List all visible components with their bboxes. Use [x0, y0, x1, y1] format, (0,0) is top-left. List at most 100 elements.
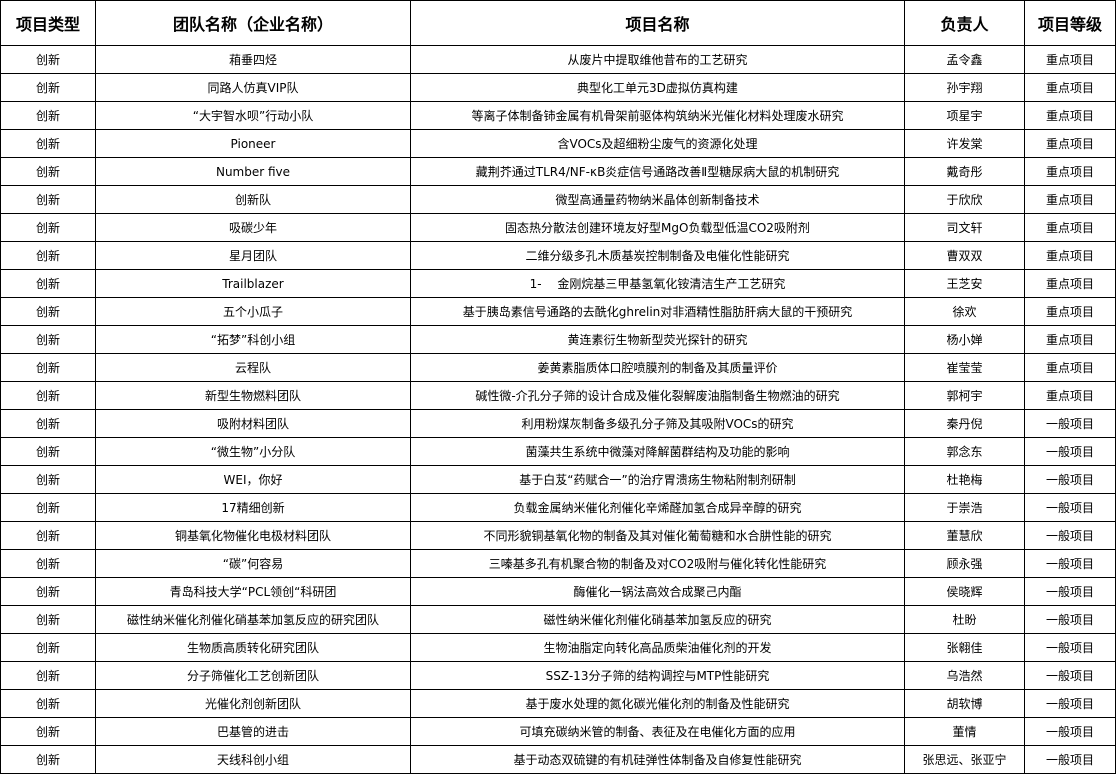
cell-project-name[interactable]: 利用粉煤灰制备多级孔分子筛及其吸附VOCs的研究 — [410, 409, 905, 438]
cell-project-level[interactable]: 重点项目 — [1024, 381, 1116, 410]
cell-project-level[interactable]: 重点项目 — [1024, 185, 1116, 214]
cell-leader[interactable]: 侯晓辉 — [904, 577, 1025, 606]
cell-leader[interactable]: 于崇浩 — [904, 493, 1025, 522]
cell-project-name[interactable]: 菌藻共生系统中微藻对降解菌群结构及功能的影响 — [410, 437, 905, 466]
cell-project-type[interactable]: 创新 — [0, 101, 96, 130]
cell-project-level[interactable]: 一般项目 — [1024, 465, 1116, 494]
cell-team-name[interactable]: 创新队 — [95, 185, 411, 214]
cell-team-name[interactable]: “微生物”小分队 — [95, 437, 411, 466]
cell-project-level[interactable]: 重点项目 — [1024, 269, 1116, 298]
cell-project-type[interactable]: 创新 — [0, 409, 96, 438]
cell-leader[interactable]: 许发棠 — [904, 129, 1025, 158]
cell-project-type[interactable]: 创新 — [0, 129, 96, 158]
cell-project-name[interactable]: 姜黄素脂质体口腔喷膜剂的制备及其质量评价 — [410, 353, 905, 382]
cell-project-type[interactable]: 创新 — [0, 73, 96, 102]
cell-leader[interactable]: 杜盼 — [904, 605, 1025, 634]
cell-team-name[interactable]: 云程队 — [95, 353, 411, 382]
cell-team-name[interactable]: 巴基管的进击 — [95, 717, 411, 746]
cell-leader[interactable]: 孙宇翔 — [904, 73, 1025, 102]
cell-project-level[interactable]: 一般项目 — [1024, 689, 1116, 718]
cell-project-name[interactable]: 酶催化一锅法高效合成聚己内酯 — [410, 577, 905, 606]
cell-team-name[interactable]: 分子筛催化工艺创新团队 — [95, 661, 411, 690]
cell-project-type[interactable]: 创新 — [0, 297, 96, 326]
cell-project-type[interactable]: 创新 — [0, 213, 96, 242]
cell-project-type[interactable]: 创新 — [0, 577, 96, 606]
cell-leader[interactable]: 曹双双 — [904, 241, 1025, 270]
cell-project-name[interactable]: SSZ-13分子筛的结构调控与MTP性能研究 — [410, 661, 905, 690]
cell-team-name[interactable]: Number five — [95, 157, 411, 186]
cell-project-type[interactable]: 创新 — [0, 325, 96, 354]
cell-team-name[interactable]: 五个小瓜子 — [95, 297, 411, 326]
cell-team-name[interactable]: 磁性纳米催化剂催化硝基苯加氢反应的研究团队 — [95, 605, 411, 634]
cell-leader[interactable]: 王芝安 — [904, 269, 1025, 298]
cell-leader[interactable]: 郭柯宇 — [904, 381, 1025, 410]
cell-team-name[interactable]: “碳”何容易 — [95, 549, 411, 578]
cell-project-name[interactable]: 磁性纳米催化剂催化硝基苯加氢反应的研究 — [410, 605, 905, 634]
cell-project-name[interactable]: 典型化工单元3D虚拟仿真构建 — [410, 73, 905, 102]
cell-project-name[interactable]: 1- 金刚烷基三甲基氢氧化铵清洁生产工艺研究 — [410, 269, 905, 298]
cell-project-name[interactable]: 藏荆芥通过TLR4/NF-κB炎症信号通路改善Ⅱ型糖尿病大鼠的机制研究 — [410, 157, 905, 186]
cell-leader[interactable]: 张翱佳 — [904, 633, 1025, 662]
cell-leader[interactable]: 胡软博 — [904, 689, 1025, 718]
cell-project-name[interactable]: 生物油脂定向转化高品质柴油催化剂的开发 — [410, 633, 905, 662]
cell-leader[interactable]: 杨小婵 — [904, 325, 1025, 354]
cell-project-level[interactable]: 一般项目 — [1024, 661, 1116, 690]
cell-team-name[interactable]: Trailblazer — [95, 269, 411, 298]
cell-project-type[interactable]: 创新 — [0, 717, 96, 746]
cell-project-name[interactable]: 负载金属纳米催化剂催化辛烯醛加氢合成异辛醇的研究 — [410, 493, 905, 522]
cell-project-level[interactable]: 重点项目 — [1024, 297, 1116, 326]
cell-leader[interactable]: 乌浩然 — [904, 661, 1025, 690]
cell-project-level[interactable]: 一般项目 — [1024, 605, 1116, 634]
cell-project-type[interactable]: 创新 — [0, 549, 96, 578]
cell-leader[interactable]: 崔莹莹 — [904, 353, 1025, 382]
cell-project-name[interactable]: 等离子体制备铈金属有机骨架前驱体构筑纳米光催化材料处理废水研究 — [410, 101, 905, 130]
cell-project-name[interactable]: 三嗪基多孔有机聚合物的制备及对CO2吸附与催化转化性能研究 — [410, 549, 905, 578]
cell-team-name[interactable]: 青岛科技大学“PCL领创“科研团 — [95, 577, 411, 606]
cell-team-name[interactable]: 天线科创小组 — [95, 745, 411, 774]
cell-team-name[interactable]: 铜基氧化物催化电极材料团队 — [95, 521, 411, 550]
cell-project-name[interactable]: 含VOCs及超细粉尘废气的资源化处理 — [410, 129, 905, 158]
cell-leader[interactable]: 杜艳梅 — [904, 465, 1025, 494]
cell-leader[interactable]: 顾永强 — [904, 549, 1025, 578]
cell-project-type[interactable]: 创新 — [0, 745, 96, 774]
cell-project-type[interactable]: 创新 — [0, 661, 96, 690]
cell-project-level[interactable]: 重点项目 — [1024, 73, 1116, 102]
cell-team-name[interactable]: 星月团队 — [95, 241, 411, 270]
cell-project-level[interactable]: 重点项目 — [1024, 157, 1116, 186]
cell-project-level[interactable]: 重点项目 — [1024, 45, 1116, 74]
cell-leader[interactable]: 董慧欣 — [904, 521, 1025, 550]
cell-project-level[interactable]: 重点项目 — [1024, 241, 1116, 270]
cell-project-type[interactable]: 创新 — [0, 605, 96, 634]
cell-leader[interactable]: 戴奇彤 — [904, 157, 1025, 186]
cell-project-level[interactable]: 一般项目 — [1024, 745, 1116, 774]
cell-project-name[interactable]: 基于动态双硫键的有机硅弹性体制备及自修复性能研究 — [410, 745, 905, 774]
cell-leader[interactable]: 郭念东 — [904, 437, 1025, 466]
cell-team-name[interactable]: Pioneer — [95, 129, 411, 158]
cell-project-name[interactable]: 碱性微-介孔分子筛的设计合成及催化裂解废油脂制备生物燃油的研究 — [410, 381, 905, 410]
cell-leader[interactable]: 于欣欣 — [904, 185, 1025, 214]
cell-project-type[interactable]: 创新 — [0, 689, 96, 718]
cell-project-level[interactable]: 一般项目 — [1024, 437, 1116, 466]
cell-project-level[interactable]: 重点项目 — [1024, 325, 1116, 354]
cell-project-name[interactable]: 黄连素衍生物新型荧光探针的研究 — [410, 325, 905, 354]
cell-leader[interactable]: 司文轩 — [904, 213, 1025, 242]
cell-team-name[interactable]: 葙垂四烃 — [95, 45, 411, 74]
cell-project-level[interactable]: 一般项目 — [1024, 577, 1116, 606]
cell-project-type[interactable]: 创新 — [0, 45, 96, 74]
cell-project-level[interactable]: 一般项目 — [1024, 717, 1116, 746]
cell-project-level[interactable]: 重点项目 — [1024, 101, 1116, 130]
cell-project-name[interactable]: 二维分级多孔木质基炭控制制备及电催化性能研究 — [410, 241, 905, 270]
cell-project-name[interactable]: 基于废水处理的氮化碳光催化剂的制备及性能研究 — [410, 689, 905, 718]
cell-leader[interactable]: 董情 — [904, 717, 1025, 746]
cell-team-name[interactable]: 新型生物燃料团队 — [95, 381, 411, 410]
cell-project-name[interactable]: 固态热分散法创建环境友好型MgO负载型低温CO2吸附剂 — [410, 213, 905, 242]
cell-project-name[interactable]: 基于白芨“药赋合一”的治疗胃溃疡生物粘附制剂研制 — [410, 465, 905, 494]
cell-project-name[interactable]: 微型高通量药物纳米晶体创新制备技术 — [410, 185, 905, 214]
cell-team-name[interactable]: 光催化剂创新团队 — [95, 689, 411, 718]
cell-team-name[interactable]: WEI，你好 — [95, 465, 411, 494]
cell-team-name[interactable]: 吸附材料团队 — [95, 409, 411, 438]
cell-project-level[interactable]: 一般项目 — [1024, 493, 1116, 522]
cell-project-level[interactable]: 一般项目 — [1024, 633, 1116, 662]
cell-leader[interactable]: 孟令鑫 — [904, 45, 1025, 74]
cell-project-type[interactable]: 创新 — [0, 269, 96, 298]
